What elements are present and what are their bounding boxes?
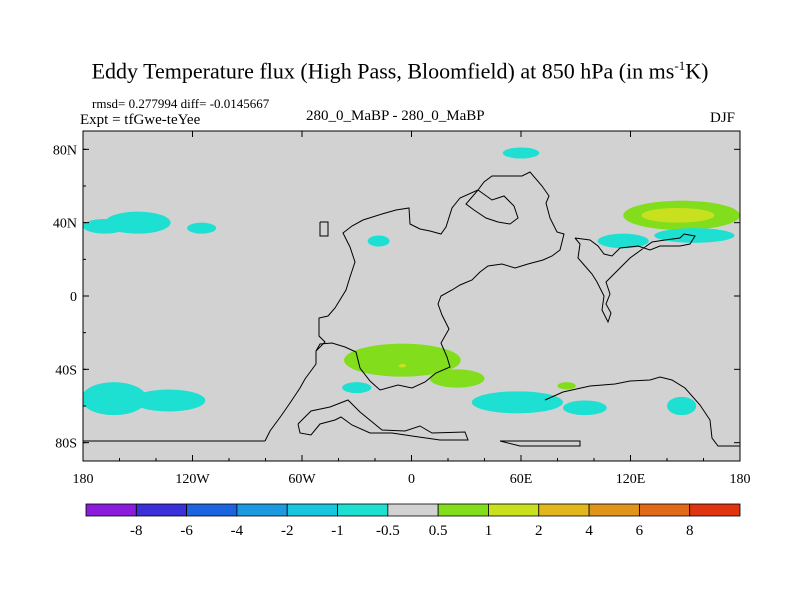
coastline-greenland xyxy=(465,189,519,225)
coastline-asia xyxy=(574,233,696,324)
y-tick-label: 80N xyxy=(53,143,77,158)
anomaly-patch-3 xyxy=(502,147,540,159)
anomaly-patch-18 xyxy=(667,396,697,416)
anomaly-patch-13 xyxy=(342,382,372,394)
anomaly-patch-11 xyxy=(429,369,485,388)
colorbar-label: 8 xyxy=(686,523,694,539)
coastlines xyxy=(83,171,740,447)
colorbar-label: 4 xyxy=(585,523,593,539)
colorbar-label: -8 xyxy=(130,523,143,539)
anomaly-patch-8 xyxy=(597,233,649,249)
colorbar-swatch xyxy=(337,503,389,517)
anomaly-patch-6 xyxy=(641,208,715,223)
x-tick-label: 60E xyxy=(510,472,533,487)
coastline-australia-antarctica xyxy=(544,376,740,447)
x-tick-label: 120E xyxy=(616,472,646,487)
coastline-antarctica-peninsula xyxy=(297,399,469,441)
chart-title: Eddy Temperature flux (High Pass, Bloomf… xyxy=(91,58,709,84)
colorbar-swatch xyxy=(236,503,288,517)
anomaly-patch-16 xyxy=(83,382,147,416)
anomaly-patch-4 xyxy=(367,235,390,247)
coastline-islands xyxy=(319,221,329,237)
colorbar-label: -0.5 xyxy=(376,523,400,539)
colorbar-swatch xyxy=(689,503,741,517)
colorbar-label: 6 xyxy=(636,523,644,539)
colorbar-swatch xyxy=(488,503,540,517)
y-tick-label: 40N xyxy=(53,217,77,232)
colorbar-swatch xyxy=(437,503,489,517)
anomaly-patch-15 xyxy=(562,400,607,416)
anomaly-patch-12 xyxy=(557,382,576,390)
x-tick-label: 120W xyxy=(175,472,210,487)
experiment-label: Expt = tfGwe-teYee xyxy=(80,112,201,128)
y-tick-label: 0 xyxy=(70,290,77,305)
colorbar-swatch xyxy=(387,503,439,517)
stats-label: rmsd= 0.277994 diff= -0.0145667 xyxy=(92,96,270,111)
anomaly-patch-17 xyxy=(132,389,206,412)
colorbar-label: 0.5 xyxy=(429,523,448,539)
x-tick-label: 0 xyxy=(408,472,415,487)
anomaly-patch-1 xyxy=(104,211,171,234)
x-tick-label: 60W xyxy=(288,472,316,487)
coastline-americas xyxy=(264,171,565,442)
colorbar-swatch xyxy=(286,503,338,517)
x-tick-label: 180 xyxy=(73,472,94,487)
map-background xyxy=(83,131,740,461)
colorbar-swatch xyxy=(135,503,188,517)
colorbar-label: -2 xyxy=(281,523,294,539)
coastline-antarctica-east xyxy=(499,440,581,447)
colorbar-label: -4 xyxy=(231,523,244,539)
anomaly-patch-14 xyxy=(471,391,563,414)
x-tick-label: 180 xyxy=(730,472,751,487)
colorbar-label: -6 xyxy=(180,523,193,539)
colorbar-label: 2 xyxy=(535,523,543,539)
season-label: DJF xyxy=(710,110,736,126)
y-tick-label: 40S xyxy=(55,363,77,378)
runs-label: 280_0_MaBP - 280_0_MaBP xyxy=(306,108,485,124)
colorbar-label: -1 xyxy=(331,523,344,539)
colorbar-swatch xyxy=(186,503,238,517)
anomaly-patch-9 xyxy=(343,343,461,377)
colorbar-swatch xyxy=(588,503,640,517)
colorbar-swatch xyxy=(85,503,137,517)
y-tick-label: 80S xyxy=(55,437,77,452)
anomaly-patch-10 xyxy=(398,363,407,368)
anomaly-patch-2 xyxy=(187,222,217,234)
colorbar-label: 1 xyxy=(485,523,493,539)
colorbar-swatch xyxy=(538,503,590,517)
colorbar-swatch xyxy=(638,503,691,517)
